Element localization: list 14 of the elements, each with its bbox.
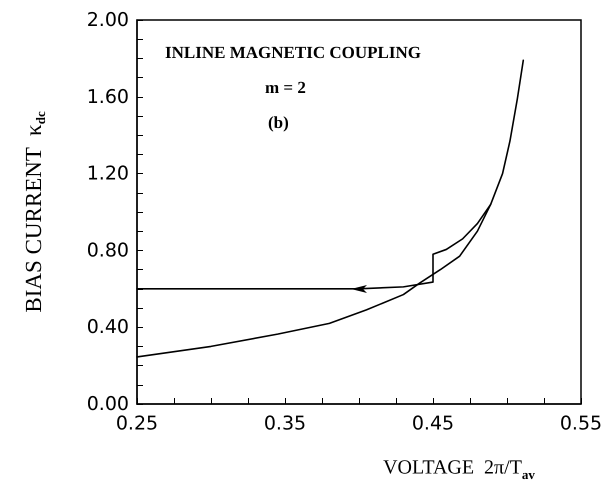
annotation: m = 2 — [265, 78, 306, 97]
x-tick-label: 0.55 — [560, 412, 602, 434]
y-tick-label: 0.00 — [86, 393, 129, 415]
y-tick-label: 2.00 — [86, 9, 129, 31]
y-tick-label: 1.20 — [86, 162, 129, 185]
annotation: (b) — [268, 113, 289, 132]
y-tick-label: 0.40 — [86, 316, 129, 338]
y-axis-title: BIAS CURRENT κdc — [21, 110, 48, 313]
x-tick-label: 0.35 — [264, 412, 306, 434]
annotation: INLINE MAGNETIC COUPLING — [165, 43, 421, 62]
x-tick-label: 0.45 — [412, 412, 454, 434]
y-tick-label: 1.60 — [86, 86, 129, 108]
y-tick-label: 0.80 — [86, 239, 129, 262]
x-tick-label: 0.25 — [116, 412, 158, 434]
